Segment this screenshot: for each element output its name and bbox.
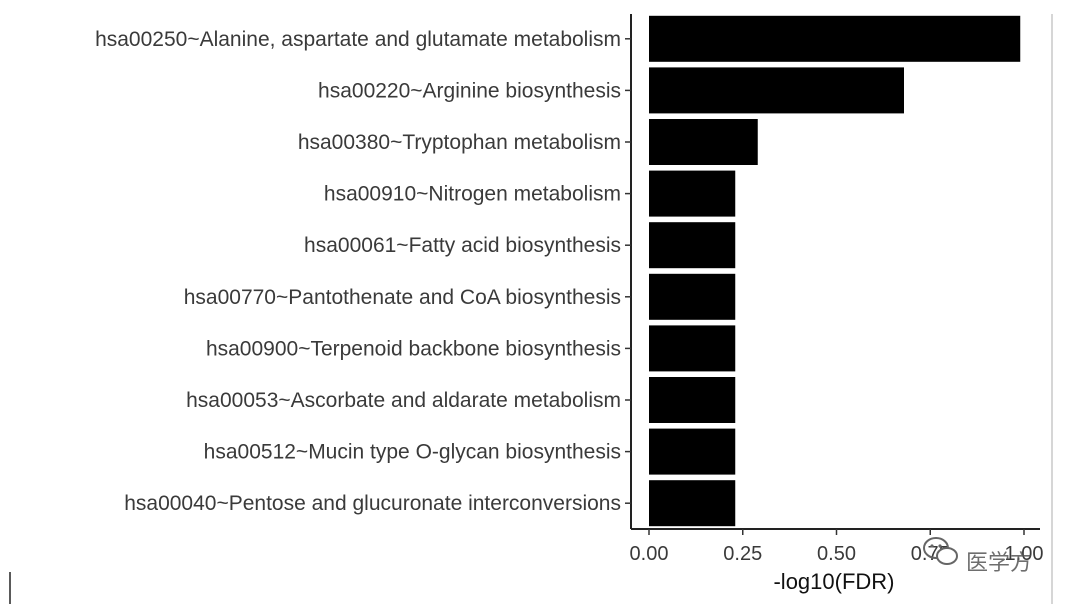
x-tick-label: 0.00 <box>630 543 669 565</box>
category-label: hsa00512~Mucin type O-glycan biosynthesi… <box>204 441 621 464</box>
bar <box>649 222 736 269</box>
category-label: hsa00770~Pantothenate and CoA biosynthes… <box>184 286 621 309</box>
bar <box>649 170 736 217</box>
x-tick-label: 1.00 <box>1005 543 1044 565</box>
axes-layer <box>625 14 1040 535</box>
bar <box>649 377 736 423</box>
category-label: hsa00061~Fatty acid biosynthesis <box>304 234 621 257</box>
bar <box>649 67 904 114</box>
bar <box>649 15 1021 62</box>
bar <box>649 428 736 475</box>
category-labels: hsa00250~Alanine, aspartate and glutamat… <box>95 28 621 515</box>
category-label: hsa00910~Nitrogen metabolism <box>324 183 621 206</box>
category-label: hsa00040~Pentose and glucuronate interco… <box>124 492 621 515</box>
bar <box>649 273 736 320</box>
category-label: hsa00380~Tryptophan metabolism <box>298 131 621 154</box>
category-label: hsa00900~Terpenoid backbone biosynthesis <box>206 337 621 360</box>
watermark-text: 医学方 <box>966 551 1032 576</box>
x-tick-label: 0.50 <box>817 543 856 565</box>
bar <box>649 119 758 165</box>
x-tick-label: 0.25 <box>723 543 762 565</box>
bar <box>649 480 736 527</box>
bar <box>649 325 736 372</box>
watermark: 医学方 <box>923 537 1032 576</box>
category-label: hsa00250~Alanine, aspartate and glutamat… <box>95 28 621 51</box>
wechat-logo-icon <box>923 537 958 565</box>
category-label: hsa00053~Ascorbate and aldarate metaboli… <box>186 389 621 412</box>
category-label: hsa00220~Arginine biosynthesis <box>318 79 621 102</box>
x-tick-labels: 0.00 0.25 0.50 0.75 1.00 <box>630 543 1044 565</box>
bars-layer <box>649 15 1021 527</box>
x-axis-title: -log10(FDR) <box>773 569 894 594</box>
